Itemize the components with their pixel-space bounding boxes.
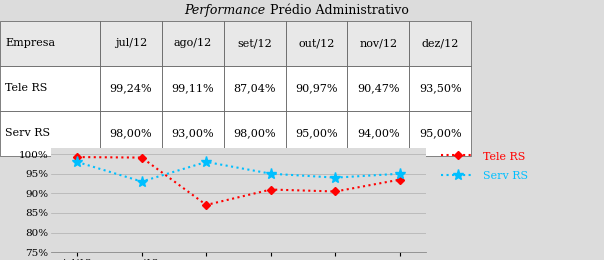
Serv RS — [203, 160, 210, 164]
Tele RS — [203, 203, 210, 206]
Legend: Tele RS, Serv RS: Tele RS, Serv RS — [439, 148, 531, 184]
Tele RS — [74, 155, 81, 159]
Tele RS — [396, 178, 403, 181]
Serv RS — [332, 176, 339, 179]
Serv RS — [138, 180, 146, 183]
Tele RS — [138, 156, 146, 159]
Tele RS — [267, 188, 274, 191]
Line: Tele RS: Tele RS — [74, 154, 403, 208]
Text: Performance: Performance — [185, 4, 266, 17]
Text: Prédio Administrativo: Prédio Administrativo — [266, 4, 409, 17]
Serv RS — [396, 172, 403, 175]
Tele RS — [332, 190, 339, 193]
Serv RS — [74, 160, 81, 164]
Serv RS — [267, 172, 274, 175]
Line: Serv RS: Serv RS — [72, 156, 405, 187]
